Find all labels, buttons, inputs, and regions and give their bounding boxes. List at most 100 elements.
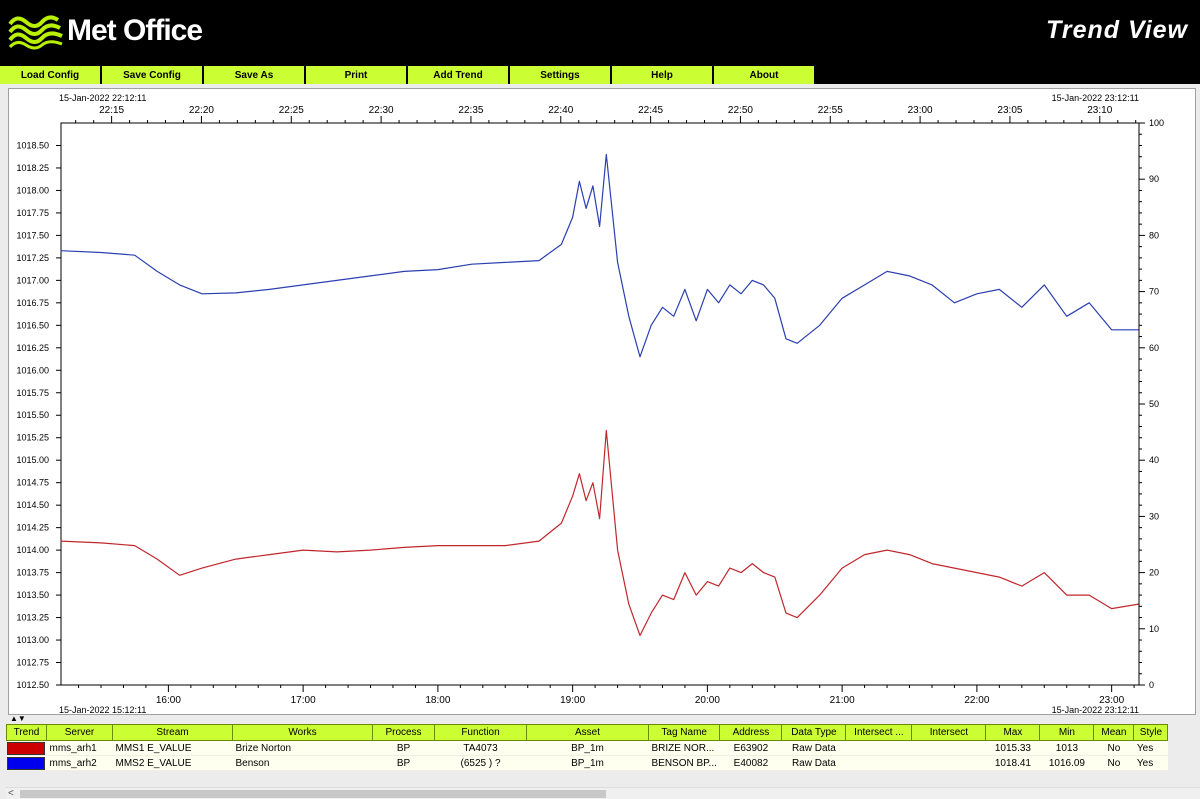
column-header[interactable]: Style	[1133, 724, 1169, 741]
top-axis-tick-label: 22:15	[99, 105, 124, 116]
left-axis-tick-label: 1015.00	[16, 455, 49, 465]
right-axis-tick-label: 0	[1149, 680, 1154, 690]
chart-area: 15-Jan-2022 22:12:11 15-Jan-2022 23:12:11…	[0, 84, 1200, 715]
print-button[interactable]: Print	[306, 66, 407, 84]
scroll-thumb[interactable]	[20, 790, 606, 798]
column-header[interactable]: Trend	[6, 724, 47, 741]
top-axis-end-label: 15-Jan-2022 23:12:11	[1052, 93, 1139, 103]
settings-button[interactable]: Settings	[510, 66, 611, 84]
trend-color-swatch[interactable]	[6, 756, 45, 770]
load-config-button[interactable]: Load Config	[0, 66, 101, 84]
trend-grid-area: ▲▼ Trend Server Stream Works Process Function…	[0, 715, 1200, 799]
bottom-axis-tick-label: 16:00	[156, 695, 181, 706]
bottom-axis-tick-label: 20:00	[695, 695, 720, 706]
cell-tag: BRIZE NOR...	[648, 740, 720, 756]
cell-mean: No	[1093, 740, 1134, 756]
cell-intersect2	[911, 740, 986, 756]
logo-text: Met Office	[67, 14, 203, 47]
column-header[interactable]: Server	[46, 724, 113, 741]
cell-process: BP	[372, 755, 435, 771]
top-axis-tick-label: 23:10	[1087, 105, 1112, 116]
top-axis-tick-label: 22:55	[818, 105, 843, 116]
cell-address: E40082	[719, 755, 782, 771]
cell-max: 1018.41	[985, 755, 1040, 771]
cell-function: TA4073	[434, 740, 527, 756]
right-axis-tick-label: 50	[1149, 399, 1159, 409]
left-axis-tick-label: 1015.25	[16, 433, 49, 443]
table-row[interactable]: mms_arh1 MMS1 E_VALUE Brize Norton BP TA4073…	[6, 740, 1168, 756]
column-header[interactable]: Function	[434, 724, 527, 741]
series-1-line	[60, 153, 1139, 358]
column-header[interactable]: Process	[372, 724, 435, 741]
cell-intersect1	[845, 740, 912, 756]
cell-style: Yes	[1133, 740, 1168, 756]
right-axis-tick-label: 100	[1149, 118, 1164, 128]
trend-color-cell[interactable]	[6, 755, 47, 771]
top-axis-tick-label: 22:25	[279, 105, 304, 116]
save-as-button[interactable]: Save As	[204, 66, 305, 84]
right-axis-tick-label: 40	[1149, 455, 1159, 465]
left-axis-tick-label: 1016.75	[16, 298, 49, 308]
column-header[interactable]: Tag Name	[647, 724, 721, 741]
left-axis-tick-label: 1014.75	[16, 478, 49, 488]
app-title: Trend View	[1046, 16, 1188, 44]
right-axis-tick-label: 70	[1149, 287, 1159, 297]
column-header[interactable]: Works	[232, 724, 373, 741]
about-button[interactable]: About	[714, 66, 815, 84]
header-bar: Met Office Trend View	[0, 0, 1200, 66]
left-axis-tick-label: 1018.25	[16, 163, 49, 173]
left-axis-tick-label: 1013.00	[16, 635, 49, 645]
column-header[interactable]: Data Type	[781, 724, 847, 741]
column-header[interactable]: Intersect ...	[845, 724, 913, 741]
right-axis-tick-label: 20	[1149, 568, 1159, 578]
cell-works: Benson	[232, 755, 373, 771]
left-axis-tick-label: 1014.00	[16, 545, 49, 555]
trend-color-cell[interactable]	[6, 740, 47, 756]
save-config-button[interactable]: Save Config	[102, 66, 203, 84]
column-header[interactable]: Asset	[526, 724, 649, 741]
right-axis-tick-label: 30	[1149, 511, 1159, 521]
help-button[interactable]: Help	[612, 66, 713, 84]
left-axis-tick-label: 1013.75	[16, 568, 49, 578]
left-axis-tick-label: 1015.75	[16, 388, 49, 398]
table-header-row: Trend Server Stream Works Process Function Ass…	[6, 724, 1169, 741]
cell-server: mms_arh1	[46, 740, 113, 756]
table-row[interactable]: mms_arh2 MMS2 E_VALUE Benson BP (6525 ) ? BP_…	[6, 755, 1168, 771]
column-header[interactable]: Address	[719, 724, 783, 741]
collapse-toggle-icon[interactable]: ▲▼	[10, 714, 26, 723]
bottom-axis-tick-label: 18:00	[425, 695, 450, 706]
trend-chart[interactable]: 15-Jan-2022 22:12:11 15-Jan-2022 23:12:11…	[9, 89, 1195, 714]
trend-color-swatch[interactable]	[6, 741, 45, 755]
bottom-axis-end-label: 15-Jan-2022 23:12:11	[1052, 705, 1139, 714]
series-2-line	[60, 429, 1139, 637]
column-header[interactable]: Mean	[1093, 724, 1135, 741]
cell-stream: MMS2 E_VALUE	[112, 755, 233, 771]
cell-min: 1016.09	[1039, 755, 1094, 771]
bottom-axis-tick-label: 23:00	[1099, 695, 1124, 706]
scroll-left-icon[interactable]: <	[8, 788, 14, 799]
chart-frame: 15-Jan-2022 22:12:11 15-Jan-2022 23:12:11…	[8, 88, 1196, 715]
bottom-axis-tick-label: 22:00	[964, 695, 989, 706]
cell-min: 1013	[1039, 740, 1094, 756]
right-axis-tick-label: 80	[1149, 230, 1159, 240]
horizontal-scrollbar[interactable]: <	[6, 787, 1200, 799]
trend-table: Trend Server Stream Works Process Function Ass…	[6, 724, 1169, 771]
column-header[interactable]: Intersect	[911, 724, 987, 741]
cell-intersect1	[845, 755, 912, 771]
cell-tag: BENSON BP...	[648, 755, 720, 771]
waves-icon	[8, 15, 63, 50]
left-axis-tick-label: 1014.25	[16, 523, 49, 533]
column-header[interactable]: Min	[1039, 724, 1095, 741]
cell-works: Brize Norton	[232, 740, 373, 756]
add-trend-button[interactable]: Add Trend	[408, 66, 509, 84]
left-axis-tick-label: 1018.00	[16, 185, 49, 195]
left-axis-tick-label: 1013.25	[16, 613, 49, 623]
cell-address: E63902	[719, 740, 782, 756]
column-header[interactable]: Stream	[112, 724, 233, 741]
right-axis-tick-label: 60	[1149, 343, 1159, 353]
cell-mean: No	[1093, 755, 1134, 771]
left-axis-tick-label: 1017.50	[16, 230, 49, 240]
column-header[interactable]: Max	[985, 724, 1041, 741]
left-axis-tick-label: 1016.50	[16, 320, 49, 330]
